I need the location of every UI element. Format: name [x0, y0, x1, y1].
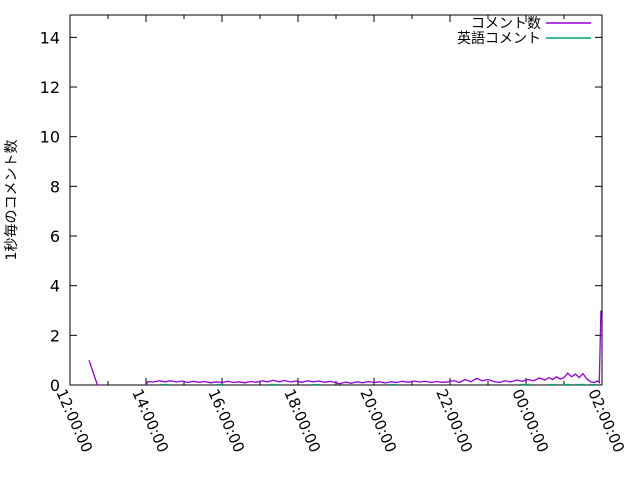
- y-tick-label: 8: [50, 177, 60, 196]
- legend-label-english-comments: 英語コメント: [457, 30, 541, 47]
- y-tick-label: 2: [50, 326, 60, 345]
- y-axis-title: 1秒毎のコメント数: [4, 140, 20, 261]
- series-line-comments: [88, 310, 602, 386]
- legend-label-comments: コメント数: [471, 16, 541, 32]
- y-tick-label: 6: [50, 227, 60, 246]
- y-tick-label: 4: [50, 277, 60, 296]
- y-tick-label: 0: [50, 376, 60, 395]
- y-tick-label: 12: [40, 78, 60, 97]
- y-tick-label: 10: [40, 128, 60, 147]
- y-tick-label: 14: [40, 28, 60, 47]
